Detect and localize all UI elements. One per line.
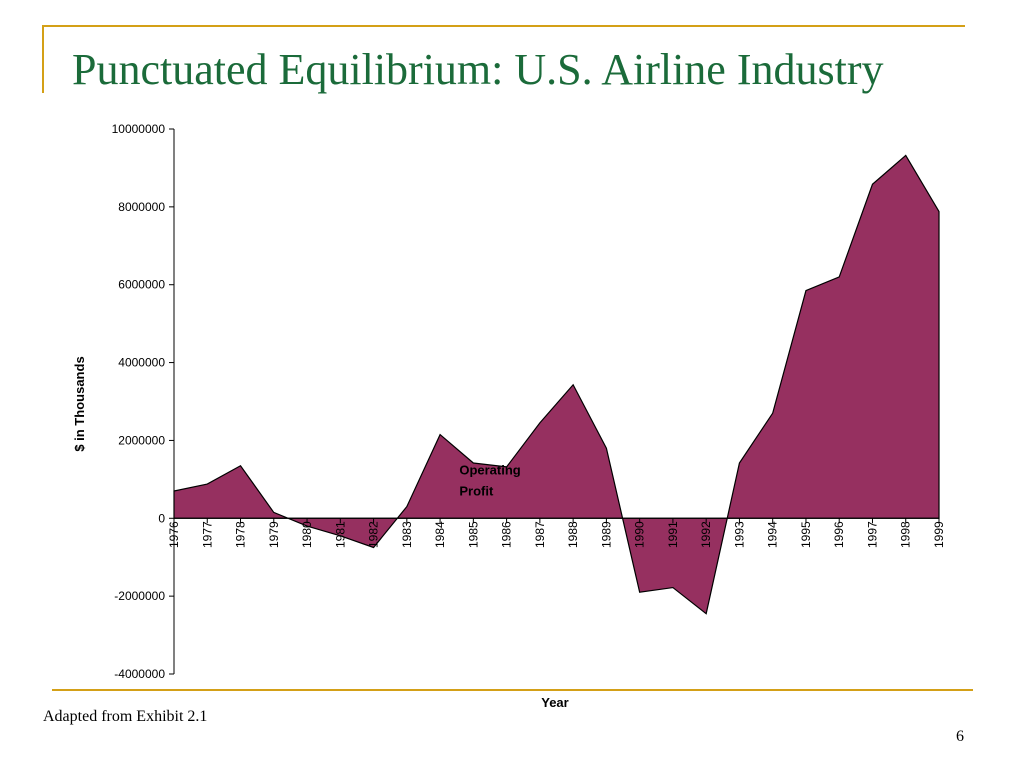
bottom-rule [52,689,973,691]
slide-title: Punctuated Equilibrium: U.S. Airline Ind… [72,45,884,94]
x-tick-label: 1998 [899,521,913,548]
y-tick-label: 4000000 [118,356,165,370]
x-axis-title: Year [541,695,568,710]
y-tick-label: 0 [158,511,165,525]
x-tick-label: 1982 [367,521,381,548]
x-tick-label: 1992 [699,521,713,548]
x-tick-label: 1986 [500,521,514,548]
x-tick-label: 1979 [267,521,281,548]
y-tick-label: 8000000 [118,200,165,214]
x-tick-label: 1990 [633,521,647,548]
top-rule [42,25,965,27]
x-tick-label: 1995 [799,521,813,548]
profit-area [173,154,940,615]
y-tick-label: 6000000 [118,278,165,292]
y-axis-title: $ in Thousands [72,356,87,451]
x-tick-label: 1981 [333,521,347,548]
x-tick-label: 1984 [433,521,447,548]
left-rule [42,25,44,93]
footnote: Adapted from Exhibit 2.1 [43,708,208,725]
x-tick-label: 1988 [566,521,580,548]
x-tick-label: 1996 [832,521,846,548]
y-tick-label: 10000000 [112,122,166,136]
x-tick-label: 1985 [466,521,480,548]
y-tick-label: -2000000 [114,589,165,603]
x-tick-label: 1991 [666,521,680,548]
x-tick-label: 1976 [167,521,181,548]
x-tick-label: 1983 [400,521,414,548]
page-number: 6 [956,728,964,745]
chart-marks: -4000000 -2000000 0 2000000 4000000 6000000 80… [112,122,946,681]
x-tick-label: 1977 [200,521,214,548]
y-tick-label: -4000000 [114,667,165,681]
x-tick-label: 1989 [599,521,613,548]
x-tick-label: 1994 [766,521,780,548]
x-tick-label: 1993 [732,521,746,548]
x-tick-label: 1997 [865,521,879,548]
annotation-label: Profit [459,484,494,499]
annotation-label: Operating [459,463,520,478]
x-tick-label: 1999 [932,521,946,548]
x-tick-label: 1987 [533,521,547,548]
x-tick-label: 1980 [300,521,314,548]
x-tick-label: 1978 [234,521,248,548]
y-tick-label: 2000000 [118,433,165,447]
